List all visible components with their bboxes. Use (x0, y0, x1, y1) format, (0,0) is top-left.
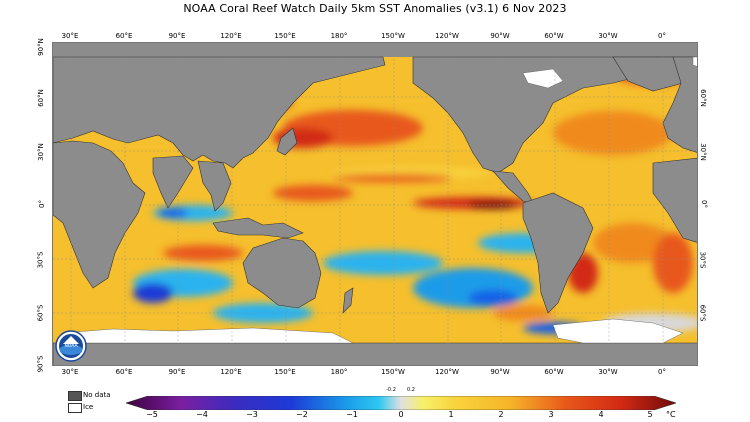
lon-label-top: 0° (658, 32, 666, 40)
lon-label-bottom: 60°E (115, 368, 133, 376)
lon-label-bottom: 0° (658, 368, 666, 376)
lon-label-bottom: 90°W (490, 368, 510, 376)
lon-label-bottom: 150°E (274, 368, 296, 376)
lon-label-top: 60°E (115, 32, 133, 40)
lon-label-bottom: 60°W (544, 368, 564, 376)
lat-label-left: 30°N (36, 143, 45, 161)
lon-label-top: 30°E (61, 32, 79, 40)
lat-label-left: 90°N (36, 38, 45, 56)
lon-label-top: 30°W (598, 32, 618, 40)
ice-swatch (68, 403, 82, 413)
eurasia (53, 56, 386, 169)
lat-label-right: 0° (699, 200, 708, 208)
colorbar-unit: °C (666, 410, 676, 419)
landmasses (53, 56, 697, 365)
southeast-asia (197, 160, 232, 212)
lon-label-top: 90°W (490, 32, 510, 40)
colorbar-tick: 4 (598, 410, 604, 419)
australia (242, 237, 322, 309)
japan (276, 127, 298, 156)
europe-west (662, 56, 697, 153)
colorbar-tick: −4 (196, 410, 208, 419)
noaa-logo: NOAA (55, 330, 87, 362)
lon-label-top: 120°W (435, 32, 459, 40)
lon-label-top: 150°E (274, 32, 296, 40)
lon-label-bottom: 30°E (61, 368, 79, 376)
sea-ice (62, 56, 697, 344)
colorbar-tick: −3 (246, 410, 258, 419)
colorbar-tick: 3 (548, 410, 554, 419)
lat-label-left: 30°S (36, 251, 45, 269)
lat-label-right: 30°N (698, 143, 707, 161)
lon-label-bottom: 180° (330, 368, 348, 376)
colorbar-tick: 2 (498, 410, 504, 419)
colorbar-tick: −2 (296, 410, 308, 419)
lon-label-bottom: 30°W (598, 368, 618, 376)
lon-label-bottom: 120°E (220, 368, 242, 376)
lat-label-left: 60°N (36, 89, 45, 107)
lat-label-left: 0° (37, 200, 46, 208)
ice-label: Ice (83, 403, 94, 411)
africa-west (652, 157, 697, 243)
map-title: NOAA Coral Reef Watch Daily 5km SST Anom… (183, 2, 567, 15)
no-data-label: No data (83, 391, 111, 399)
lat-label-left: 90°S (36, 355, 45, 373)
sst-anomaly-map (52, 42, 698, 366)
lon-label-bottom: 90°E (168, 368, 186, 376)
north-polar-land (53, 43, 697, 57)
new-zealand (342, 287, 354, 314)
colorbar-tick: −1 (346, 410, 358, 419)
india (152, 155, 194, 209)
sst-anomaly-svg (53, 43, 697, 365)
colorbar-tick: −5 (146, 410, 158, 419)
colorbar-tick: 0 (398, 410, 404, 419)
lon-label-top: 150°W (381, 32, 405, 40)
lon-label-top: 120°E (220, 32, 242, 40)
lat-label-right: 60°S (698, 304, 707, 322)
lat-label-left: 60°S (36, 304, 45, 322)
antarctica (53, 342, 697, 365)
south-america (522, 192, 594, 314)
lon-label-top: 60°W (544, 32, 564, 40)
lon-label-bottom: 120°W (435, 368, 459, 376)
lon-label-top: 180° (330, 32, 348, 40)
graticule (53, 43, 697, 365)
north-america (412, 56, 674, 174)
noaa-logo-text: NOAA (64, 343, 78, 349)
lon-label-bottom: 150°W (381, 368, 405, 376)
colorbar (126, 396, 676, 410)
lat-label-right: 60°N (698, 89, 707, 107)
lat-label-right: 30°S (698, 251, 707, 269)
indonesia (212, 217, 304, 239)
no-data-swatch (68, 391, 82, 401)
colorbar-small-tick: 0.2 (407, 387, 415, 393)
colorbar-small-tick: -0.2 (386, 387, 396, 393)
colorbar-tick: 5 (647, 410, 653, 419)
colorbar-tick: 1 (448, 410, 454, 419)
lon-label-top: 90°E (168, 32, 186, 40)
